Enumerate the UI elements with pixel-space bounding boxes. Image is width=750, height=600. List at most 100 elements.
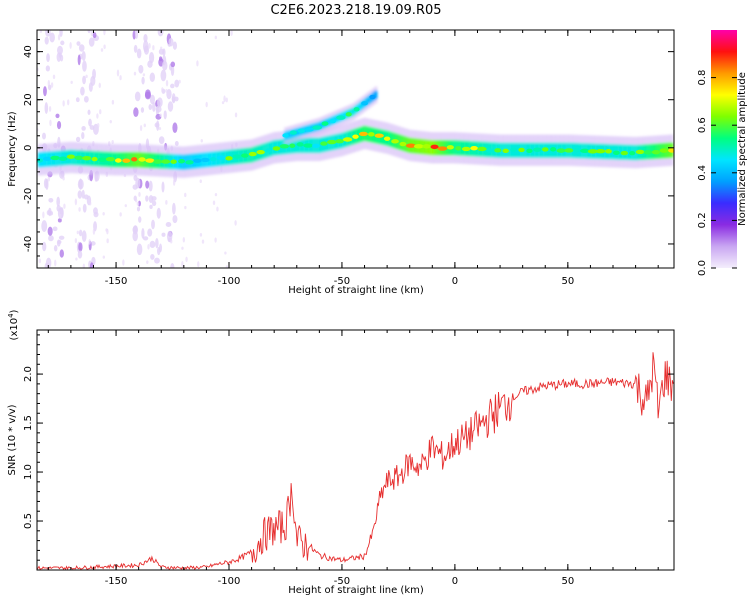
- spectrogram-band-cell: [634, 144, 638, 161]
- spectrogram-core-blob: [358, 131, 368, 137]
- spectrogram-core-blob: [391, 139, 399, 144]
- spectrogram-noise-speck: [99, 109, 102, 115]
- spectrogram-noise-speck: [149, 72, 156, 82]
- spectrogram-noise-speck: [69, 41, 72, 49]
- spectrogram-noise-speck: [56, 196, 61, 207]
- spectrogram-band-cell: [288, 130, 292, 139]
- spectrogram-noise-speck: [234, 220, 237, 226]
- spectrogram-noise-speck: [167, 101, 174, 112]
- spectrogram-noise-speck: [78, 44, 85, 52]
- spectrogram-noise-speck: [165, 221, 172, 228]
- spectrogram-noise-speck: [111, 99, 115, 105]
- spectrogram-core-blob: [573, 148, 581, 153]
- spectrogram-core-blob: [564, 148, 574, 153]
- spectrogram-core-blob: [43, 156, 52, 162]
- snr-line: [37, 352, 674, 570]
- spectrogram-core-blob: [477, 146, 487, 152]
- spectrogram-noise-speck: [47, 176, 51, 182]
- spectrogram-band-cell: [168, 153, 172, 170]
- spectrogram-core-blob: [620, 150, 628, 156]
- spectrogram-noise-speck: [119, 212, 122, 217]
- spectrogram-band-cell: [270, 140, 274, 157]
- spectrogram-y-ticks: -40 -20 0 20 40: [23, 39, 674, 257]
- spectrogram-noise-speck: [87, 30, 91, 34]
- spectrogram-panel: -150 -100 -50 0 50 -40 -20 0 20 40 Height of str…: [7, 29, 675, 296]
- spectrogram-noise-speck: [134, 198, 138, 203]
- spectrogram-core-blob: [446, 145, 454, 150]
- spectrogram-band-cell: [349, 108, 353, 118]
- spectrogram-noise-speck: [38, 258, 42, 264]
- spectrogram-noise-speck: [134, 91, 141, 102]
- spectrogram-core-blob: [282, 133, 289, 138]
- colorbar-tick-label: 0.0: [697, 260, 708, 276]
- spectrogram-core-blob: [131, 157, 138, 162]
- spectrogram-noise-speck: [132, 225, 139, 235]
- spectrogram-noise-speck: [152, 101, 156, 112]
- spectrogram-core-blob: [216, 155, 226, 160]
- spectrogram-band-cell: [358, 102, 362, 112]
- y-tick-label: -40: [23, 236, 34, 252]
- spectrogram-noise-speck: [136, 206, 141, 212]
- spectrogram-noise-speck: [159, 113, 162, 117]
- spectrogram-noise-speck: [74, 198, 78, 206]
- spectrogram-noise-speck: [139, 124, 143, 132]
- spectrogram-noise-speck: [83, 78, 86, 84]
- spectrogram-core-blob: [494, 148, 502, 153]
- spectrogram-noise-speck: [43, 178, 48, 189]
- spectrogram-noise-speck: [54, 259, 57, 267]
- spectrogram-core-blob: [353, 107, 360, 112]
- spectrogram-noise-speck: [103, 44, 106, 50]
- spectrogram-noise-speck: [92, 68, 96, 80]
- spectrogram-noise-speck: [52, 226, 58, 232]
- spectrogram-core-blob: [374, 133, 384, 138]
- spectrogram-noise-speck: [138, 64, 144, 74]
- spectrogram-band-cell: [175, 154, 179, 170]
- spectrogram-noise-speck: [162, 60, 168, 71]
- spectrogram-core-blob: [321, 121, 329, 126]
- spectrogram-noise-speck: [75, 257, 78, 261]
- spectrogram-noise-speck: [214, 193, 218, 197]
- spectrogram-noise-speck: [41, 220, 48, 232]
- spectrogram-noise-speck: [109, 120, 112, 124]
- spectrogram-core-blob: [643, 150, 653, 155]
- spectrogram-noise-speck: [100, 48, 104, 52]
- spectrogram-x-label: Height of straight line (km): [288, 285, 424, 296]
- spectrogram-frame: [36, 29, 675, 269]
- spectrogram-noise-speck: [97, 123, 100, 129]
- colorbar-tick-label: 0.2: [697, 212, 708, 228]
- y-tick-label: 20: [23, 93, 34, 106]
- spectrogram-noise-speck: [81, 132, 85, 140]
- spectrogram-noise-speck: [155, 238, 159, 249]
- spectrogram-core-blob: [272, 146, 281, 151]
- spectrogram-noise-speck: [141, 228, 145, 239]
- spectrogram-noise-speck: [145, 195, 149, 202]
- spectrogram-band-cell: [611, 144, 615, 160]
- spectrogram-noise-speck: [105, 228, 108, 232]
- spectrogram-noise-speck: [138, 216, 142, 223]
- spectrogram-noise-speck: [92, 32, 97, 39]
- spectrogram-noise-speck: [225, 265, 229, 268]
- spectrogram-noise-speck: [161, 87, 164, 93]
- spectrogram-noise-speck: [172, 122, 178, 134]
- spectrogram-noise-speck: [170, 83, 175, 89]
- snr-x-ticks: -150 -100 -50 0 50: [47, 330, 659, 587]
- spectrogram-band-cell: [627, 144, 631, 161]
- spectrogram-noise-speck: [45, 65, 51, 72]
- spectrogram-core-blob: [526, 148, 533, 154]
- spectrogram-noise-speck: [224, 251, 227, 255]
- spectrogram-noise-speck: [205, 101, 208, 108]
- spectrogram-noise-speck: [200, 138, 203, 143]
- spectrogram-noise-speck: [172, 41, 178, 50]
- spectrogram-noise-speck: [165, 200, 168, 205]
- spectrogram-core-blob: [74, 155, 84, 160]
- spectrogram-noise-speck: [76, 230, 80, 235]
- spectrogram-noise-speck: [234, 112, 238, 118]
- snr-x-label: Height of straight line (km): [288, 585, 424, 596]
- spectrogram-noise-speck: [58, 235, 65, 240]
- spectrogram-noise-speck: [88, 118, 92, 127]
- spectrogram-band-cell: [96, 151, 100, 167]
- spectrogram-noise-speck: [78, 229, 83, 237]
- spectrogram-core-blob: [122, 158, 131, 163]
- spectrogram-noise-speck: [75, 97, 80, 103]
- spectrogram-noise-speck: [212, 200, 216, 206]
